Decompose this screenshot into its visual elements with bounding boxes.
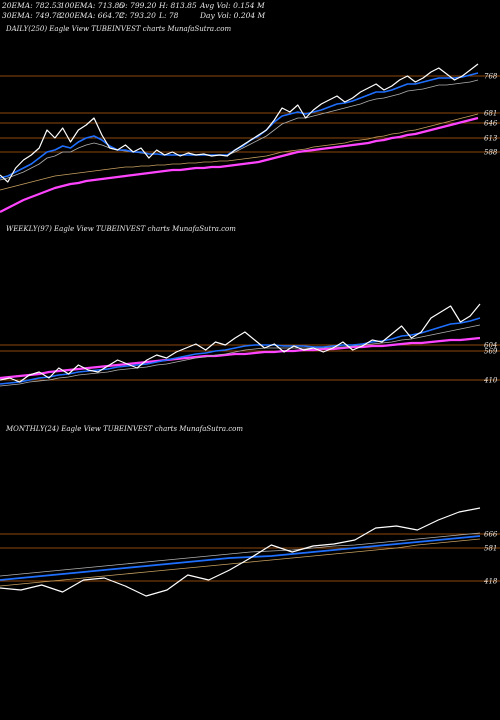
level-label: 768 xyxy=(484,73,498,81)
series-line-3 xyxy=(0,79,479,181)
series-line-2 xyxy=(0,535,481,581)
level-label: 569 xyxy=(484,348,498,356)
header-open: O: 799.20 xyxy=(119,1,157,10)
level-label: 604 xyxy=(484,342,497,350)
header-avg-vol: Avg Vol: 0.154 M xyxy=(200,1,265,10)
level-label: 666 xyxy=(484,531,498,539)
header-ema30: 30EMA: 749.78 xyxy=(2,11,62,20)
header-ema20: 20EMA: 782.53 xyxy=(2,1,62,10)
header-low: L: 78 xyxy=(159,11,179,20)
series-line-2 xyxy=(0,72,479,179)
series-line-1 xyxy=(0,303,481,383)
series-line-3 xyxy=(0,324,481,387)
chart-panel-2: WEEKLY(97) Eagle View TUBEINVEST charts … xyxy=(0,225,500,387)
header-ema100: 100EMA: 713.85 xyxy=(60,1,125,10)
chart-panel-3: MONTHLY(24) Eagle View TUBEINVEST charts… xyxy=(0,425,500,597)
level-label: 588 xyxy=(484,149,498,157)
level-label: 646 xyxy=(484,120,498,128)
header-ema200: 200EMA: 664.72 xyxy=(60,11,125,20)
series-line-1 xyxy=(0,507,481,597)
series-line-3 xyxy=(0,538,481,587)
level-label: 410 xyxy=(483,377,498,385)
level-label: 681 xyxy=(484,110,497,118)
series-line-1 xyxy=(0,63,479,183)
chart-panel-1: DAILY(250) Eagle View TUBEINVEST charts … xyxy=(0,25,500,213)
level-label: 581 xyxy=(484,545,497,553)
panel-title: WEEKLY(97) Eagle View TUBEINVEST charts … xyxy=(6,225,236,233)
series-line-5 xyxy=(0,116,479,213)
series-line-4 xyxy=(0,113,479,191)
series-line-4 xyxy=(0,532,481,577)
level-label: 418 xyxy=(483,578,498,586)
panel-title: MONTHLY(24) Eagle View TUBEINVEST charts… xyxy=(5,425,243,433)
header-day-vol: Day Vol: 0.204 M xyxy=(200,11,266,20)
header-high: H: 813.85 xyxy=(159,1,197,10)
level-label: 613 xyxy=(484,135,498,143)
header-close: C: 793.20 xyxy=(119,11,156,20)
series-line-2 xyxy=(0,317,481,385)
panel-title: DAILY(250) Eagle View TUBEINVEST charts … xyxy=(5,25,231,33)
series-line-4 xyxy=(0,336,481,380)
